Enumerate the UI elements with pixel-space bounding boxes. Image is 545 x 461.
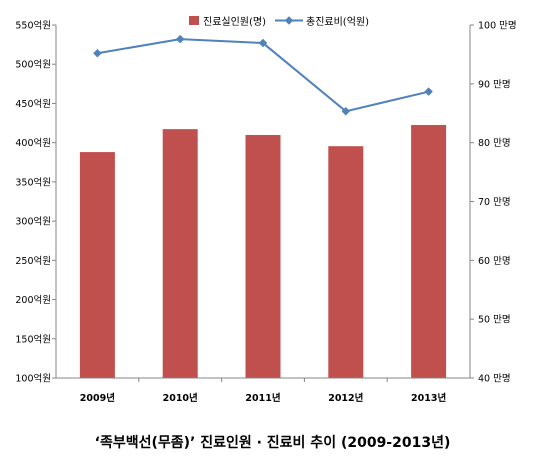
legend-swatch-marker — [284, 16, 294, 25]
line-series-total-cost — [97, 38, 429, 113]
x-tick-1: 2010년 — [163, 392, 198, 404]
x-tick-2: 2011년 — [245, 392, 280, 404]
y-left-tick-1: 150억원 — [15, 333, 51, 345]
y-right-tick-4: 80 만명 — [478, 138, 511, 149]
y-right-tick-3: 70 만명 — [478, 197, 511, 208]
y-left-tick-7: 450억원 — [15, 98, 51, 110]
bar-1 — [162, 129, 198, 378]
x-tick-0: 2009년 — [80, 392, 115, 404]
y-left-tick-6: 400억원 — [15, 137, 51, 149]
y-right-tick-5: 90 만명 — [478, 79, 511, 90]
y-left-tick-8: 500억원 — [15, 59, 51, 71]
y-right-tick-6: 100 만명 — [478, 21, 517, 32]
line-point-2 — [258, 38, 268, 48]
legend-swatch-bar — [189, 16, 199, 25]
chart-caption: ‘족부백선(무좀)’ 진료인원 · 진료비 추이 (2009-2013년) — [94, 435, 451, 451]
y-right-tick-2: 60 만명 — [478, 256, 511, 267]
line-point-4 — [424, 87, 433, 96]
y-left-tick-2: 200억원 — [15, 294, 51, 306]
y-left-tick-9: 550억원 — [15, 20, 51, 32]
y-left-tick-3: 250억원 — [15, 255, 51, 267]
bar-0 — [79, 152, 115, 378]
legend-label-bar: 진료실인원(명) — [203, 16, 266, 28]
x-tick-4: 2013년 — [411, 392, 446, 404]
legend-label-line: 총진료비(억원) — [306, 16, 369, 28]
line-point-3 — [341, 107, 351, 116]
y-left-tick-5: 350억원 — [15, 176, 51, 188]
line-point-1 — [175, 34, 185, 44]
bar-2 — [245, 135, 281, 378]
bar-4 — [411, 125, 447, 379]
bar-3 — [328, 146, 364, 378]
legend: 진료실인원(명) 총진료비(억원) — [189, 16, 369, 28]
line-point-0 — [93, 48, 102, 58]
y-left-tick-4: 300억원 — [15, 216, 51, 228]
y-left-tick-0: 100억원 — [15, 373, 51, 385]
plot-area: 100억원 150억원 200억원 250억원 300억원 350억원 400억원 450억원… — [15, 20, 516, 405]
y-right-tick-1: 50 만명 — [478, 315, 511, 326]
x-tick-3: 2012년 — [328, 392, 363, 404]
y-right-tick-0: 40 만명 — [478, 374, 511, 385]
